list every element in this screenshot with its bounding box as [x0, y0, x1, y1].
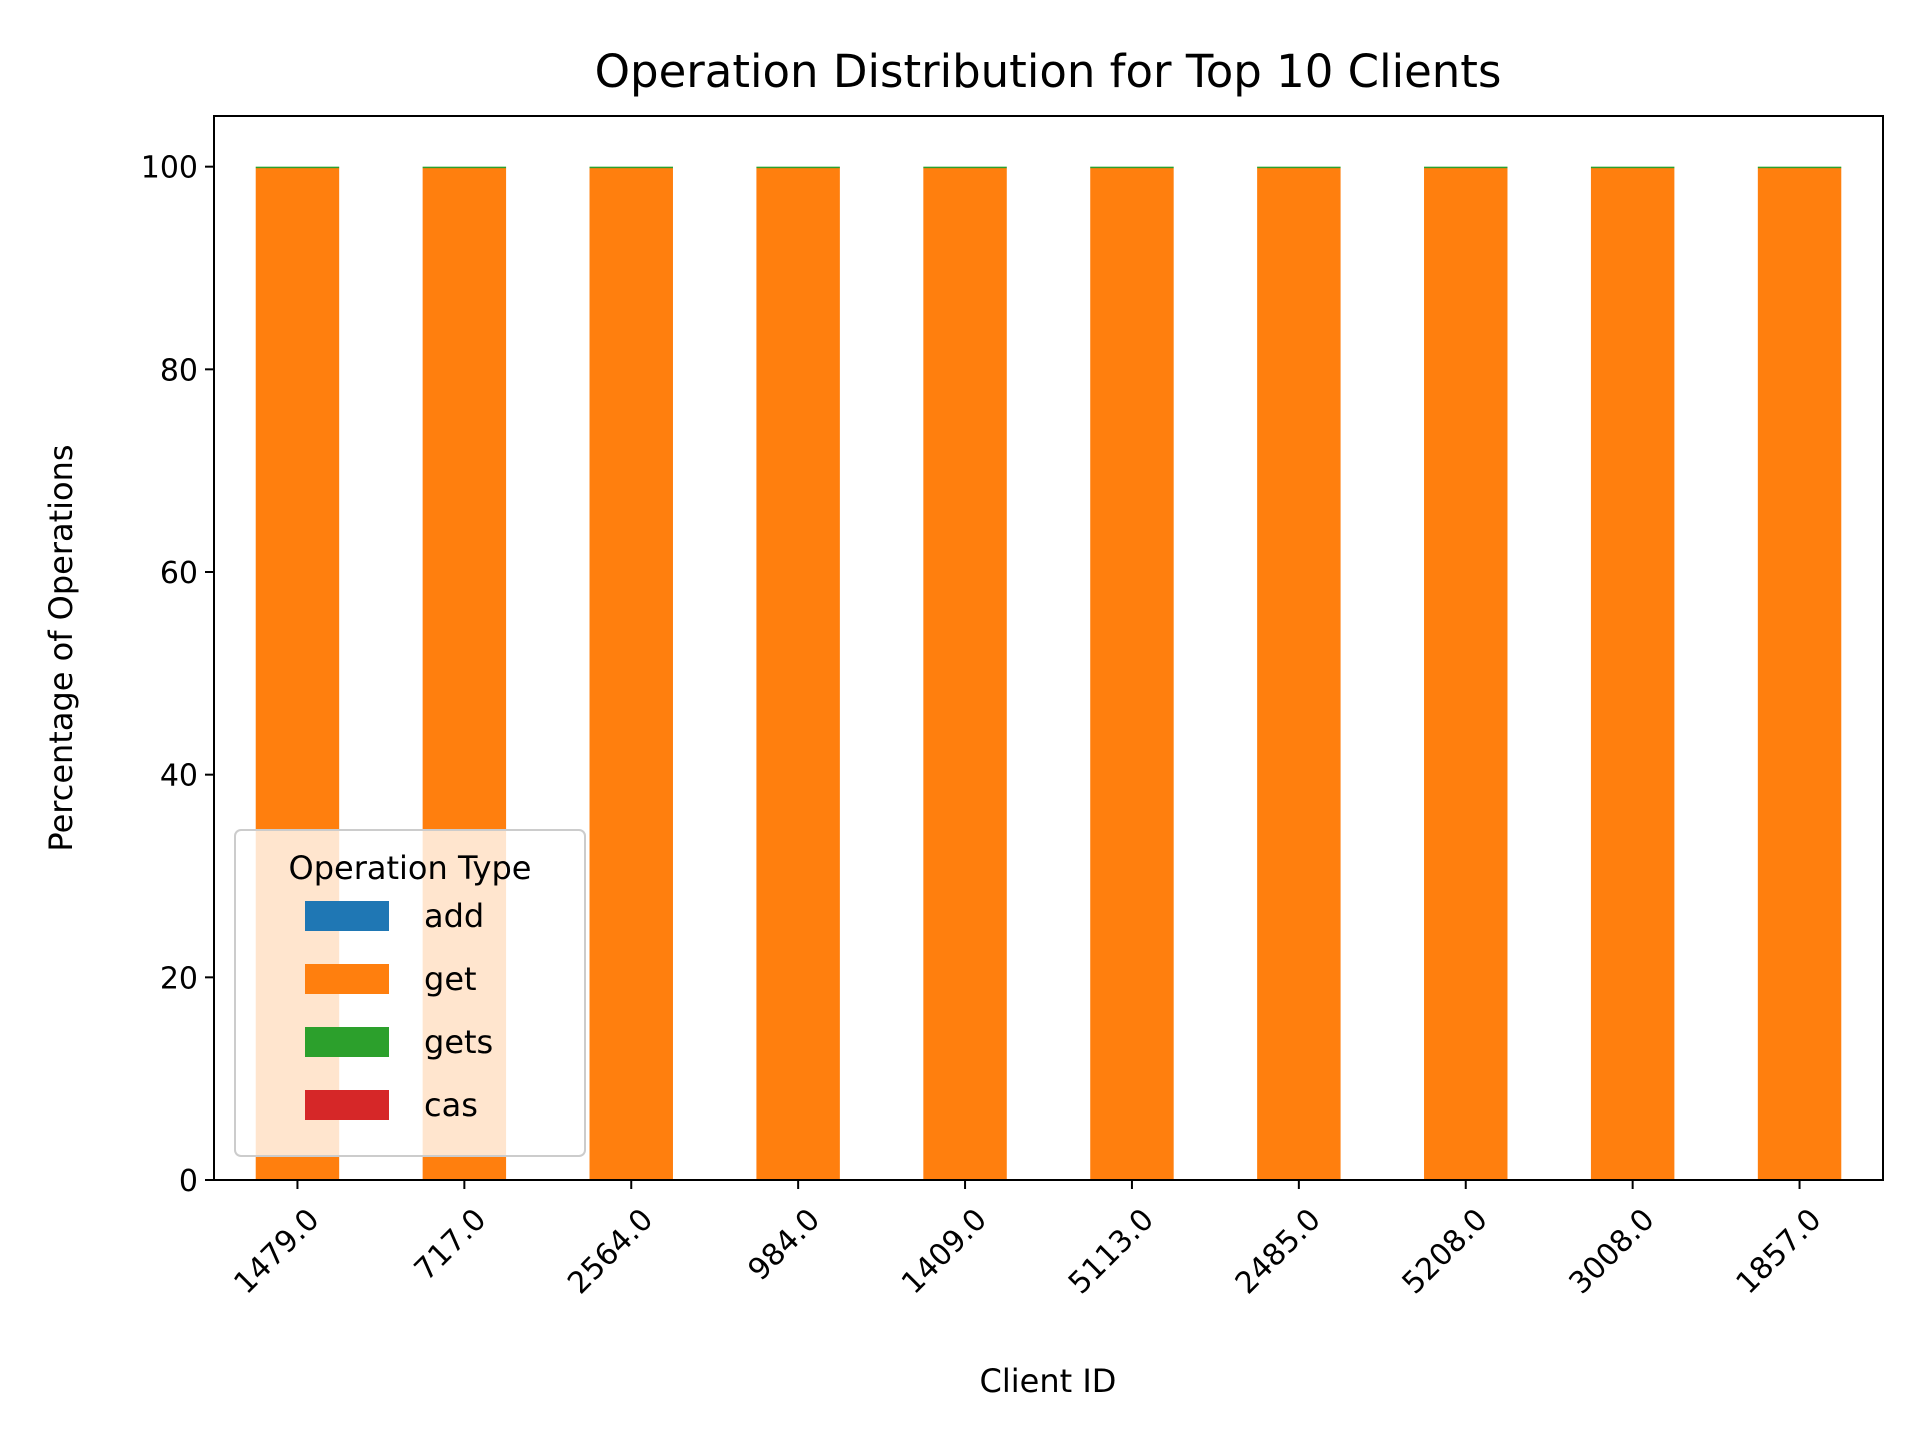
- legend-swatch-gets: [305, 1027, 389, 1057]
- y-tick-label: 20: [160, 961, 198, 996]
- bar-gets-2485.0: [1257, 166, 1341, 169]
- bar-gets-5113.0: [1090, 166, 1174, 169]
- plot-frame: [213, 115, 1884, 1181]
- bar-gets-1409.0: [923, 166, 1007, 169]
- legend-swatch-cas: [305, 1090, 389, 1120]
- y-tick-label: 40: [160, 759, 198, 794]
- bar-gets-984.0: [756, 166, 840, 169]
- bar-get-3008.0: [1590, 167, 1675, 1180]
- y-tick-label: 60: [160, 556, 198, 591]
- chart-title: Operation Distribution for Top 10 Client…: [595, 45, 1502, 98]
- x-tick-label: 1409.0: [895, 1202, 994, 1301]
- legend: Operation Type add get gets cas: [234, 829, 586, 1157]
- x-axis-title: Client ID: [980, 1362, 1117, 1400]
- bar-gets-2564.0: [589, 166, 673, 169]
- legend-label-cas: cas: [424, 1086, 478, 1124]
- x-tick-label: 717.0: [408, 1202, 493, 1287]
- bar-get-2485.0: [1257, 167, 1341, 1180]
- bar-gets-717.0: [422, 166, 507, 169]
- bar-gets-5208.0: [1424, 166, 1508, 169]
- bar-get-1409.0: [923, 167, 1007, 1180]
- bar-gets-1857.0: [1757, 166, 1842, 169]
- x-tick-label: 984.0: [742, 1202, 827, 1287]
- bar-gets-1479.0: [255, 166, 340, 169]
- x-tick-label: 3008.0: [1563, 1202, 1662, 1301]
- bar-get-2564.0: [589, 167, 673, 1180]
- legend-label-add: add: [424, 897, 484, 935]
- x-tick-label: 2564.0: [561, 1202, 660, 1301]
- legend-swatch-add: [305, 901, 389, 931]
- bar-gets-3008.0: [1590, 166, 1675, 169]
- bar-get-5208.0: [1424, 167, 1508, 1180]
- x-tick-label: 1479.0: [227, 1202, 326, 1301]
- x-tick-label: 2485.0: [1229, 1202, 1328, 1301]
- legend-label-get: get: [424, 960, 477, 998]
- bar-get-984.0: [756, 167, 840, 1180]
- bar-get-1857.0: [1757, 167, 1842, 1180]
- x-tick-label: 5208.0: [1396, 1202, 1495, 1301]
- y-tick-label: 0: [179, 1164, 198, 1199]
- y-axis-title: Percentage of Operations: [42, 444, 80, 851]
- x-tick-label: 5113.0: [1062, 1202, 1161, 1301]
- legend-swatch-get: [305, 964, 389, 994]
- bar-get-5113.0: [1090, 167, 1174, 1180]
- y-tick-label: 100: [141, 151, 198, 186]
- legend-label-gets: gets: [424, 1023, 493, 1061]
- y-tick-label: 80: [160, 353, 198, 388]
- legend-title: Operation Type: [289, 849, 532, 887]
- x-tick-label: 1857.0: [1729, 1202, 1828, 1301]
